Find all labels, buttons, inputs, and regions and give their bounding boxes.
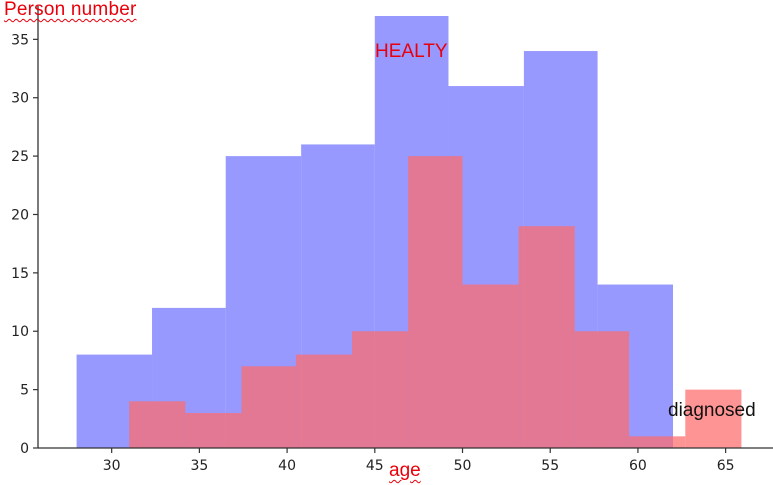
diagnosed-bar-8 (574, 331, 630, 448)
x-tick-label: 65 (717, 458, 735, 474)
x-tick-label: 30 (103, 458, 121, 474)
x-tick-label: 50 (454, 458, 472, 474)
diagnosed-bar-5 (408, 156, 463, 449)
axes-layer: 0 5 10 15 20 25 30 35 30 35 40 45 50 55 60 65 (11, 6, 773, 474)
diagnosed-bar-7 (518, 226, 575, 448)
x-tick-label: 35 (190, 458, 208, 474)
y-tick-label: 0 (20, 441, 29, 457)
diagnosed-bar-10 (685, 389, 742, 448)
diagnosed-bar-4 (351, 331, 409, 448)
bars-layer (76, 16, 742, 449)
y-tick-label: 10 (11, 324, 29, 340)
y-tick-label: 5 (20, 383, 29, 399)
diagnosed-bar-3 (295, 354, 352, 448)
x-tick-label: 55 (541, 458, 559, 474)
series-label-healty: HEALTY (375, 41, 448, 62)
y-tick-label: 25 (11, 149, 29, 165)
y-tick-label: 30 (11, 91, 29, 107)
diagnosed-bar-9 (629, 436, 686, 448)
x-tick-label: 40 (278, 458, 296, 474)
x-tick-label: 60 (629, 458, 647, 474)
series-label-diagnosed: diagnosed (668, 400, 756, 421)
x-axis-label: age (389, 460, 421, 481)
diagnosed-bar-2 (241, 366, 296, 448)
diagnosed-bar-0 (129, 401, 186, 448)
y-tick-label: 15 (11, 266, 29, 282)
x-tick-label: 45 (366, 458, 384, 474)
diagnosed-bar-1 (185, 412, 242, 448)
y-tick-label: 35 (11, 32, 29, 48)
y-axis-label: Person number (4, 0, 137, 20)
y-tick-label: 20 (11, 207, 29, 223)
diagnosed-bar-6 (462, 284, 519, 448)
